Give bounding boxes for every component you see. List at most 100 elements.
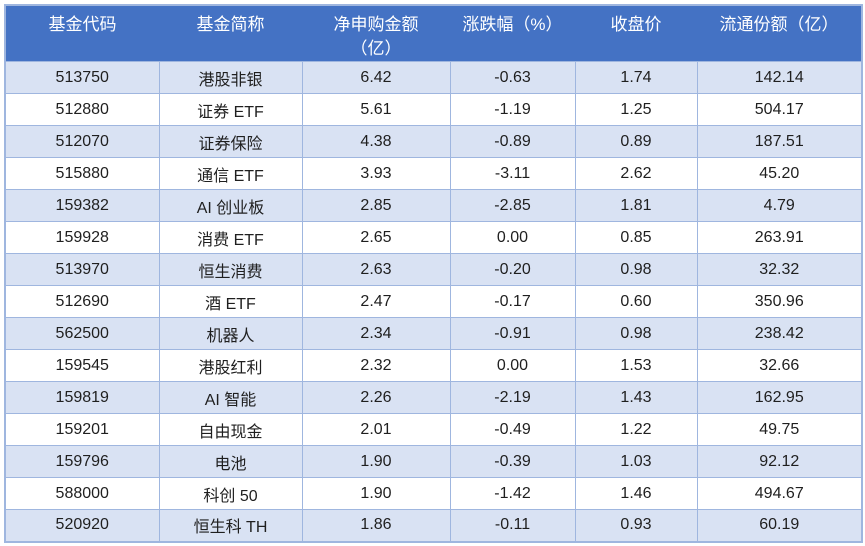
cell-fund-name: 自由现金 — [158, 413, 303, 446]
cell-change-pct: -0.89 — [449, 125, 576, 158]
header-float-shares: 流通份额（亿） — [697, 5, 862, 62]
table-row: 512690 酒 ETF 2.47 -0.17 0.60 350.96 — [4, 285, 863, 318]
cell-close-price: 1.46 — [574, 477, 698, 510]
cell-change-pct: -0.49 — [449, 413, 576, 446]
cell-net-purchase-amount: 1.86 — [301, 509, 451, 542]
cell-change-pct: -0.39 — [449, 445, 576, 478]
cell-float-shares: 32.32 — [696, 253, 863, 286]
cell-close-price: 1.53 — [574, 349, 698, 382]
table-row: 159928 消费 ETF 2.65 0.00 0.85 263.91 — [4, 221, 863, 254]
cell-fund-name: 证券保险 — [158, 125, 303, 158]
cell-fund-code: 512690 — [4, 285, 160, 318]
cell-fund-code: 588000 — [4, 477, 160, 510]
cell-fund-code: 159382 — [4, 189, 160, 222]
cell-close-price: 1.43 — [574, 381, 698, 414]
cell-fund-name: 通信 ETF — [158, 157, 303, 190]
cell-change-pct: 0.00 — [449, 349, 576, 382]
fund-flow-table: 基金代码 基金简称 净申购金额 （亿） 涨跌幅（%） 收盘价 流通份额（亿） 513750… — [4, 4, 863, 543]
cell-net-purchase-amount: 2.34 — [301, 317, 451, 350]
cell-net-purchase-amount: 2.65 — [301, 221, 451, 254]
table-row: 520920 恒生科 TH 1.86 -0.11 0.93 60.19 — [4, 509, 863, 542]
cell-close-price: 0.85 — [574, 221, 698, 254]
cell-net-purchase-amount: 5.61 — [301, 93, 451, 126]
cell-float-shares: 162.95 — [696, 381, 863, 414]
cell-float-shares: 350.96 — [696, 285, 863, 318]
table-row: 513750 港股非银 6.42 -0.63 1.74 142.14 — [4, 61, 863, 94]
cell-close-price: 0.60 — [574, 285, 698, 318]
table-row: 515880 通信 ETF 3.93 -3.11 2.62 45.20 — [4, 157, 863, 190]
table-row: 562500 机器人 2.34 -0.91 0.98 238.42 — [4, 317, 863, 350]
cell-fund-name: 机器人 — [158, 317, 303, 350]
table-row: 513970 恒生消费 2.63 -0.20 0.98 32.32 — [4, 253, 863, 286]
cell-fund-name: 消费 ETF — [158, 221, 303, 254]
cell-change-pct: -0.17 — [449, 285, 576, 318]
cell-fund-code: 159819 — [4, 381, 160, 414]
header-row: 基金代码 基金简称 净申购金额 （亿） 涨跌幅（%） 收盘价 流通份额（亿） — [5, 5, 862, 62]
cell-change-pct: -0.63 — [449, 61, 576, 94]
cell-fund-name: 恒生消费 — [158, 253, 303, 286]
header-fund-code: 基金代码 — [5, 5, 159, 62]
cell-float-shares: 263.91 — [696, 221, 863, 254]
table-body: 513750 港股非银 6.42 -0.63 1.74 142.14 512880 证券 ET… — [4, 61, 863, 542]
cell-change-pct: -0.20 — [449, 253, 576, 286]
cell-net-purchase-amount: 2.63 — [301, 253, 451, 286]
header-net-purchase-amount: 净申购金额 （亿） — [302, 5, 450, 62]
cell-close-price: 1.25 — [574, 93, 698, 126]
cell-change-pct: -0.11 — [449, 509, 576, 542]
cell-fund-name: 电池 — [158, 445, 303, 478]
table-row: 512880 证券 ETF 5.61 -1.19 1.25 504.17 — [4, 93, 863, 126]
cell-close-price: 0.93 — [574, 509, 698, 542]
cell-close-price: 1.03 — [574, 445, 698, 478]
cell-float-shares: 187.51 — [696, 125, 863, 158]
cell-float-shares: 45.20 — [696, 157, 863, 190]
cell-fund-code: 512880 — [4, 93, 160, 126]
cell-change-pct: -1.19 — [449, 93, 576, 126]
cell-fund-name: 港股红利 — [158, 349, 303, 382]
cell-fund-name: 酒 ETF — [158, 285, 303, 318]
cell-fund-code: 520920 — [4, 509, 160, 542]
cell-float-shares: 4.79 — [696, 189, 863, 222]
table-row: 159819 AI 智能 2.26 -2.19 1.43 162.95 — [4, 381, 863, 414]
table-row: 159545 港股红利 2.32 0.00 1.53 32.66 — [4, 349, 863, 382]
cell-close-price: 1.81 — [574, 189, 698, 222]
cell-fund-name: 科创 50 — [158, 477, 303, 510]
cell-fund-code: 159796 — [4, 445, 160, 478]
cell-close-price: 1.22 — [574, 413, 698, 446]
cell-close-price: 0.89 — [574, 125, 698, 158]
cell-fund-code: 159201 — [4, 413, 160, 446]
cell-change-pct: -2.19 — [449, 381, 576, 414]
header-fund-name: 基金简称 — [159, 5, 302, 62]
cell-fund-code: 513970 — [4, 253, 160, 286]
cell-fund-name: 港股非银 — [158, 61, 303, 94]
cell-float-shares: 92.12 — [696, 445, 863, 478]
cell-change-pct: -2.85 — [449, 189, 576, 222]
header-change-pct: 涨跌幅（%） — [450, 5, 575, 62]
cell-close-price: 0.98 — [574, 317, 698, 350]
cell-close-price: 0.98 — [574, 253, 698, 286]
cell-net-purchase-amount: 6.42 — [301, 61, 451, 94]
cell-close-price: 2.62 — [574, 157, 698, 190]
table-row: 588000 科创 50 1.90 -1.42 1.46 494.67 — [4, 477, 863, 510]
cell-net-purchase-amount: 3.93 — [301, 157, 451, 190]
cell-float-shares: 142.14 — [696, 61, 863, 94]
cell-net-purchase-amount: 1.90 — [301, 477, 451, 510]
cell-net-purchase-amount: 2.26 — [301, 381, 451, 414]
table-row: 159382 AI 创业板 2.85 -2.85 1.81 4.79 — [4, 189, 863, 222]
cell-net-purchase-amount: 2.32 — [301, 349, 451, 382]
table-row: 159796 电池 1.90 -0.39 1.03 92.12 — [4, 445, 863, 478]
cell-fund-code: 562500 — [4, 317, 160, 350]
cell-net-purchase-amount: 2.47 — [301, 285, 451, 318]
table-row: 512070 证券保险 4.38 -0.89 0.89 187.51 — [4, 125, 863, 158]
cell-float-shares: 32.66 — [696, 349, 863, 382]
cell-change-pct: -3.11 — [449, 157, 576, 190]
cell-float-shares: 60.19 — [696, 509, 863, 542]
cell-fund-code: 512070 — [4, 125, 160, 158]
cell-change-pct: 0.00 — [449, 221, 576, 254]
cell-float-shares: 49.75 — [696, 413, 863, 446]
cell-float-shares: 504.17 — [696, 93, 863, 126]
cell-net-purchase-amount: 2.85 — [301, 189, 451, 222]
cell-fund-code: 513750 — [4, 61, 160, 94]
cell-change-pct: -1.42 — [449, 477, 576, 510]
header-close-price: 收盘价 — [575, 5, 697, 62]
cell-fund-name: 恒生科 TH — [158, 509, 303, 542]
